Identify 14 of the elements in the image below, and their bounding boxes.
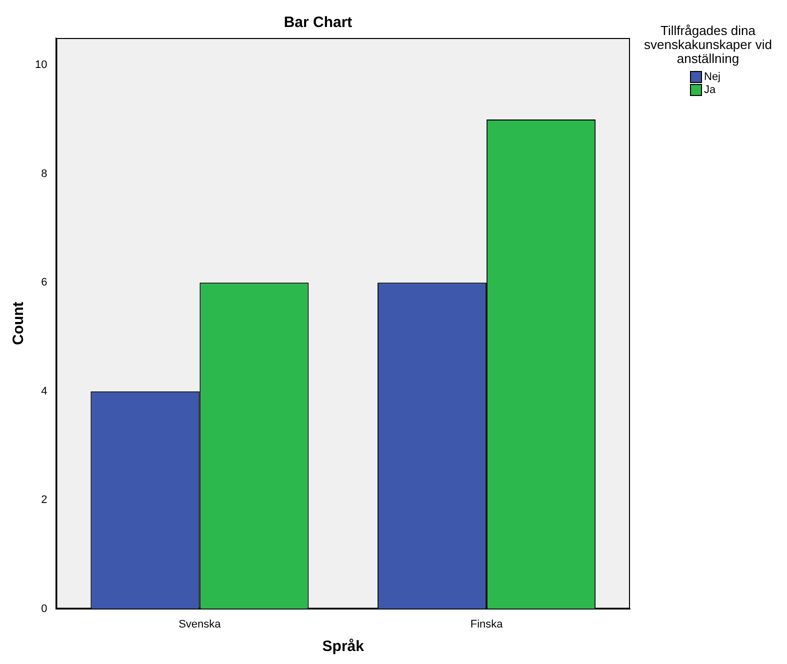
legend-label: Ja xyxy=(704,84,716,96)
x-tick-label: Finska xyxy=(470,618,504,630)
legend-title: Tillfrågades dina svenskakunskaper vid anställning xyxy=(643,23,773,66)
legend-label: Nej xyxy=(704,70,721,82)
y-tick-label: 4 xyxy=(41,385,48,398)
chart-title: Bar Chart xyxy=(284,14,352,32)
y-tick-label: 8 xyxy=(41,168,48,180)
y-axis-title: Count xyxy=(10,302,28,346)
x-axis-title: Språk xyxy=(322,638,365,656)
y-tick-label: 10 xyxy=(34,59,48,72)
y-tick-label: 2 xyxy=(41,494,48,506)
y-tick-label: 0 xyxy=(41,602,48,615)
y-tick-label: 6 xyxy=(41,276,48,289)
x-tick-label: Svenska xyxy=(178,618,222,630)
